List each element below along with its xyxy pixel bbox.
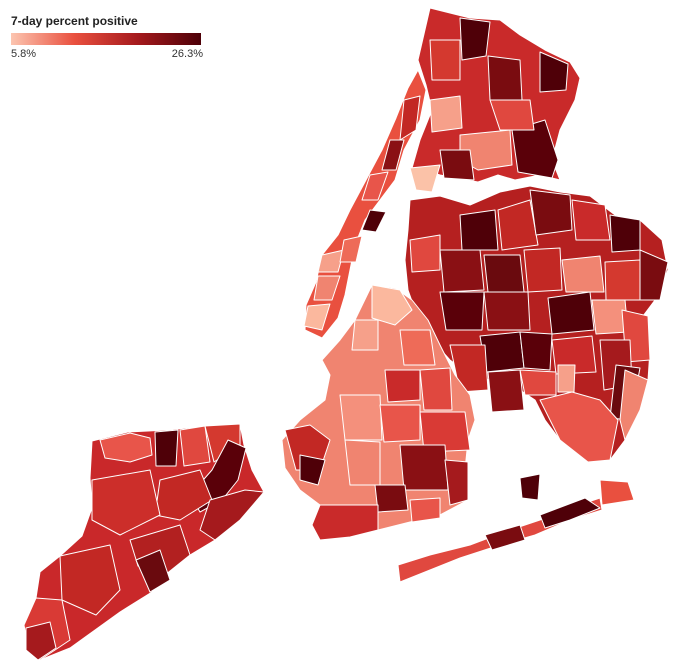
zip-area-qn-8 <box>439 249 485 293</box>
zip-area-qn-4 <box>571 199 611 241</box>
zip-area-bk-14 <box>374 484 409 513</box>
zip-area-rockaway-4 <box>599 479 635 506</box>
borough-brooklyn <box>281 284 476 541</box>
zip-area-qn-24 <box>519 369 557 396</box>
zip-area-bx-10 <box>429 39 461 81</box>
zip-area-qn-23 <box>557 364 576 393</box>
zip-area-mn-6 <box>313 275 341 301</box>
color-legend: 7-day percent positive 5.8% 26.3% <box>11 14 203 60</box>
zip-area-bk-16 <box>409 497 441 523</box>
zip-area-si-13 <box>25 621 57 661</box>
zip-area-rockaway-5 <box>519 473 541 501</box>
borough-queens <box>404 185 669 463</box>
zip-area-qn-27 <box>539 391 619 463</box>
zip-area-bk-6 <box>339 394 383 441</box>
zip-area-mn-1 <box>399 95 421 141</box>
borough-bronx <box>409 7 581 193</box>
zip-area-si-10 <box>135 549 171 593</box>
zip-area-qn-10 <box>523 247 563 293</box>
zip-area-bk-9 <box>399 444 449 491</box>
zip-area-qn-15 <box>547 291 595 335</box>
zip-area-bk-7 <box>379 404 421 443</box>
zip-area-bk-2 <box>351 319 379 351</box>
zip-area-qn-25 <box>487 369 525 413</box>
zip-area-bk-10 <box>444 459 469 506</box>
zip-area-rockaway-2 <box>539 497 601 529</box>
legend-labels: 5.8% 26.3% <box>11 48 203 60</box>
zip-area-bk-8 <box>419 411 471 453</box>
zip-area-mn-5 <box>317 249 345 273</box>
borough-manhattan <box>303 69 427 339</box>
zip-area-qn-19 <box>519 331 553 371</box>
zip-area-bx-2 <box>487 55 523 101</box>
zip-area-bk-5 <box>419 367 453 411</box>
zip-area-si-7 <box>199 489 265 541</box>
zip-area-bx-4 <box>511 119 559 179</box>
legend-color-ramp <box>11 33 201 45</box>
zip-area-bk-1 <box>371 284 413 326</box>
zip-area-qn-2 <box>497 199 539 251</box>
zip-area-qn-9 <box>483 254 525 293</box>
zip-area-bx-1 <box>459 17 491 61</box>
zip-area-bk-15 <box>311 504 379 541</box>
zip-area-qn-13 <box>439 291 485 331</box>
zip-area-si-2 <box>154 429 179 467</box>
zip-area-qn-14 <box>483 291 531 331</box>
zip-area-bk-4 <box>384 369 421 403</box>
zip-area-qn-11 <box>561 255 605 293</box>
zip-area-bx-3 <box>539 51 569 93</box>
zip-area-mn-4 <box>361 209 387 233</box>
zip-area-si-3 <box>179 425 211 467</box>
zip-area-bk-13 <box>344 439 381 486</box>
zip-area-bx-8 <box>409 164 441 193</box>
zip-area-qn-1 <box>459 209 499 251</box>
zip-area-mn-7 <box>303 303 331 331</box>
rockaway-peninsula <box>397 473 635 583</box>
zip-area-qn-5 <box>609 214 641 253</box>
zip-area-mn-3 <box>361 171 389 201</box>
zip-area-bk-3 <box>399 329 436 366</box>
zip-area-si-1 <box>99 432 153 463</box>
zip-area-qn-28 <box>619 369 649 441</box>
zip-area-qn-12 <box>604 259 641 301</box>
zip-area-si-8 <box>91 469 161 536</box>
legend-max-label: 26.3% <box>171 48 203 60</box>
zip-area-mn-8 <box>339 235 363 263</box>
zip-area-qn-7 <box>409 234 441 273</box>
legend-min-label: 5.8% <box>11 48 37 60</box>
zip-area-rockaway-3 <box>484 524 526 551</box>
zip-area-bk-12 <box>299 454 326 486</box>
zip-area-mn-2 <box>381 139 405 171</box>
zip-area-qn-3 <box>529 189 573 236</box>
borough-staten-island <box>23 423 265 661</box>
zip-area-bx-7 <box>439 149 475 181</box>
zip-area-bx-6 <box>429 95 463 133</box>
zip-area-si-11 <box>59 544 121 616</box>
legend-title: 7-day percent positive <box>11 14 138 28</box>
zip-area-bx-9 <box>489 99 535 131</box>
